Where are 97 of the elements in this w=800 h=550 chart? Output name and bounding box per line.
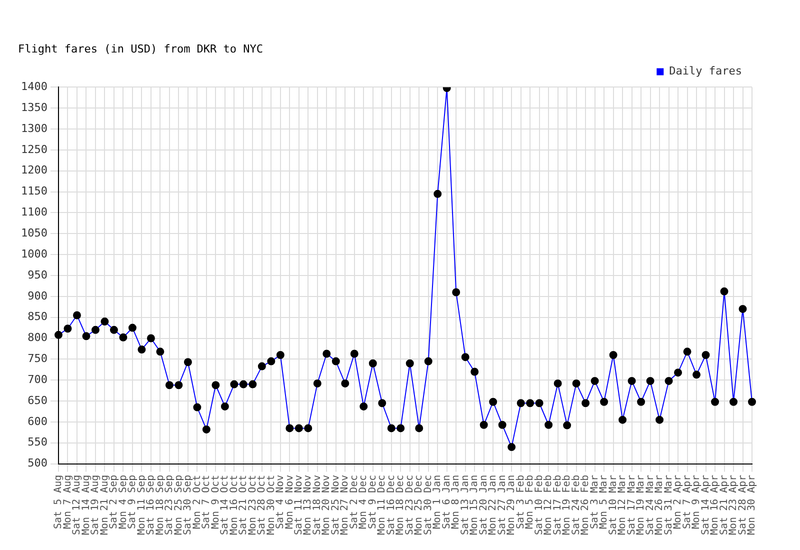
x-tick-label: Sat 16 Dec	[386, 474, 397, 536]
x-tick-label: Sat 31 Mar	[663, 474, 674, 536]
x-tick-label: Mon 21 Aug	[99, 474, 110, 536]
y-tick-label: 1300	[20, 122, 48, 135]
x-tick-label: Mon 1 Jan	[432, 474, 444, 529]
chart-title: Flight fares (in USD) from DKR to NYC	[18, 42, 264, 56]
y-tick-label: 850	[28, 310, 48, 324]
x-tick-label: Mon 2 Oct	[192, 474, 203, 529]
x-tick-label: Mon 5 Feb	[524, 474, 536, 529]
x-tick-label: Sat 3 Mar	[589, 474, 600, 529]
x-tick-label: Mon 16 Oct	[228, 474, 240, 536]
y-tick-label: 1250	[20, 142, 48, 156]
y-tick-label: 700	[28, 372, 48, 386]
x-tick-label: Sat 7 Apr	[682, 474, 693, 529]
x-tick-label: Sat 21 Apr	[718, 474, 730, 536]
x-tick-label: Sat 14 Oct	[220, 474, 231, 536]
x-tick-label: Sat 9 Dec	[367, 474, 378, 529]
x-tick-label: Mon 23 Oct	[247, 474, 258, 536]
x-tick-label: Sat 5 Aug	[53, 474, 64, 529]
x-tick-label: Sat 16 Sep	[146, 474, 157, 536]
x-tick-label: Mon 15 Jan	[469, 474, 480, 536]
x-tick-label: Sat 20 Jan	[478, 474, 490, 536]
x-tick-label: Mon 20 Nov	[321, 474, 332, 536]
y-tick-label: 1200	[20, 164, 48, 177]
x-tick-label: Mon 7 Aug	[62, 474, 74, 529]
x-tick-label: Sat 14 Apr	[700, 474, 712, 536]
y-tick-label: 1150	[20, 184, 48, 198]
x-tick-label: Sat 11 Nov	[294, 474, 304, 536]
y-tick-label: 650	[28, 394, 48, 407]
x-tick-label: Mon 27 Nov	[340, 474, 351, 536]
x-tick-label: Sat 2 Dec	[348, 474, 360, 529]
y-tick-label: 1000	[20, 247, 48, 260]
x-tick-label: Sat 7 Oct	[201, 474, 212, 529]
x-tick-label: Mon 25 Dec	[414, 474, 425, 536]
x-tick-label: Sat 25 Nov	[330, 474, 342, 536]
x-tick-label: Sat 3 Feb	[515, 474, 526, 529]
x-tick-label: Sat 30 Sep	[182, 474, 194, 536]
x-tick-label: Sat 6 Jan	[441, 474, 452, 529]
y-tick-label: 1100	[20, 206, 48, 219]
x-tick-label: Sat 13 Jan	[460, 474, 471, 536]
y-tick-label: 800	[28, 331, 48, 344]
x-tick-label: Mon 26 Feb	[580, 474, 592, 536]
x-tick-label: Sat 19 Aug	[90, 474, 102, 536]
x-tick-label: Mon 26 Mar	[654, 474, 666, 536]
x-tick-label: Sat 27 Jan	[496, 474, 508, 536]
x-tick-label: Sat 28 Oct	[256, 474, 268, 536]
x-tick-label: Mon 6 Nov	[284, 474, 296, 529]
x-tick-label: Sat 2 Sep	[108, 474, 120, 529]
x-tick-label: Mon 14 Aug	[80, 474, 92, 536]
y-tick-label: 1350	[20, 100, 48, 114]
x-tick-label: Mon 9 Oct	[210, 474, 222, 529]
x-tick-label: Sat 24 Feb	[570, 474, 582, 536]
x-tick-label: Sat 21 Oct	[238, 474, 250, 536]
x-tick-label: Sat 4 Nov	[275, 474, 286, 529]
x-tick-label: Mon 23 Apr	[728, 474, 740, 536]
x-tick-label: Sat 9 Sep	[127, 474, 138, 529]
x-tick-label: Mon 18 Dec	[395, 474, 406, 536]
x-tick-label: Mon 18 Sep	[154, 474, 166, 536]
x-tick-label: Mon 25 Sep	[173, 474, 184, 536]
x-tick-label: Mon 8 Jan	[450, 474, 462, 529]
y-tick-label: 600	[28, 414, 48, 428]
legend-label: Daily fares	[669, 64, 742, 78]
x-tick-label: Mon 19 Mar	[636, 474, 647, 536]
x-tick-label: Sat 17 Mar	[626, 474, 638, 536]
y-tick-label: 750	[28, 352, 48, 366]
x-tick-label: Sat 12 Aug	[72, 474, 83, 536]
y-tick-label: 1400	[20, 80, 48, 94]
x-tick-label: Mon 12 Feb	[543, 474, 554, 536]
x-tick-label: Mon 30 Apr	[746, 474, 758, 536]
x-tick-label: Sat 23 Sep	[164, 474, 176, 536]
x-tick-label: Mon 12 Mar	[617, 474, 628, 536]
x-tick-label: Sat 23 Dec	[404, 474, 416, 536]
x-tick-label: Mon 4 Sep	[118, 474, 129, 529]
y-tick-label: 1050	[20, 226, 48, 240]
x-tick-label: Mon 16 Apr	[710, 474, 721, 536]
x-tick-label: Mon 19 Feb	[562, 474, 573, 536]
x-tick-label: Sat 24 Mar	[644, 474, 656, 536]
y-tick-label: 500	[28, 456, 48, 470]
x-tick-label: Mon 11 Sep	[136, 474, 148, 536]
y-tick-label: 550	[28, 436, 48, 449]
x-tick-label: Mon 9 Apr	[691, 474, 702, 529]
x-tick-label: Mon 11 Dec	[376, 474, 388, 536]
x-tick-label: Sat 28 Apr	[737, 474, 748, 536]
y-tick-label: 950	[28, 268, 48, 282]
x-tick-label: Mon 13 Nov	[302, 474, 314, 536]
x-tick-label: Sat 10 Mar	[608, 474, 619, 536]
x-tick-label: Mon 30 Oct	[266, 474, 277, 536]
x-tick-label: Mon 4 Dec	[358, 474, 370, 529]
x-tick-label: Mon 2 Apr	[672, 474, 684, 529]
x-tick-label: Sat 30 Dec	[422, 474, 434, 536]
x-tick-label: Sat 18 Nov	[312, 474, 323, 536]
y-tick-label: 900	[28, 289, 48, 302]
x-tick-label: Sat 10 Feb	[534, 474, 545, 536]
x-tick-label: Sat 17 Feb	[552, 474, 564, 536]
x-tick-label: Mon 29 Jan	[506, 474, 518, 536]
x-tick-label: Mon 5 Mar	[598, 474, 610, 529]
x-tick-label: Mon 22 Jan	[488, 474, 499, 536]
